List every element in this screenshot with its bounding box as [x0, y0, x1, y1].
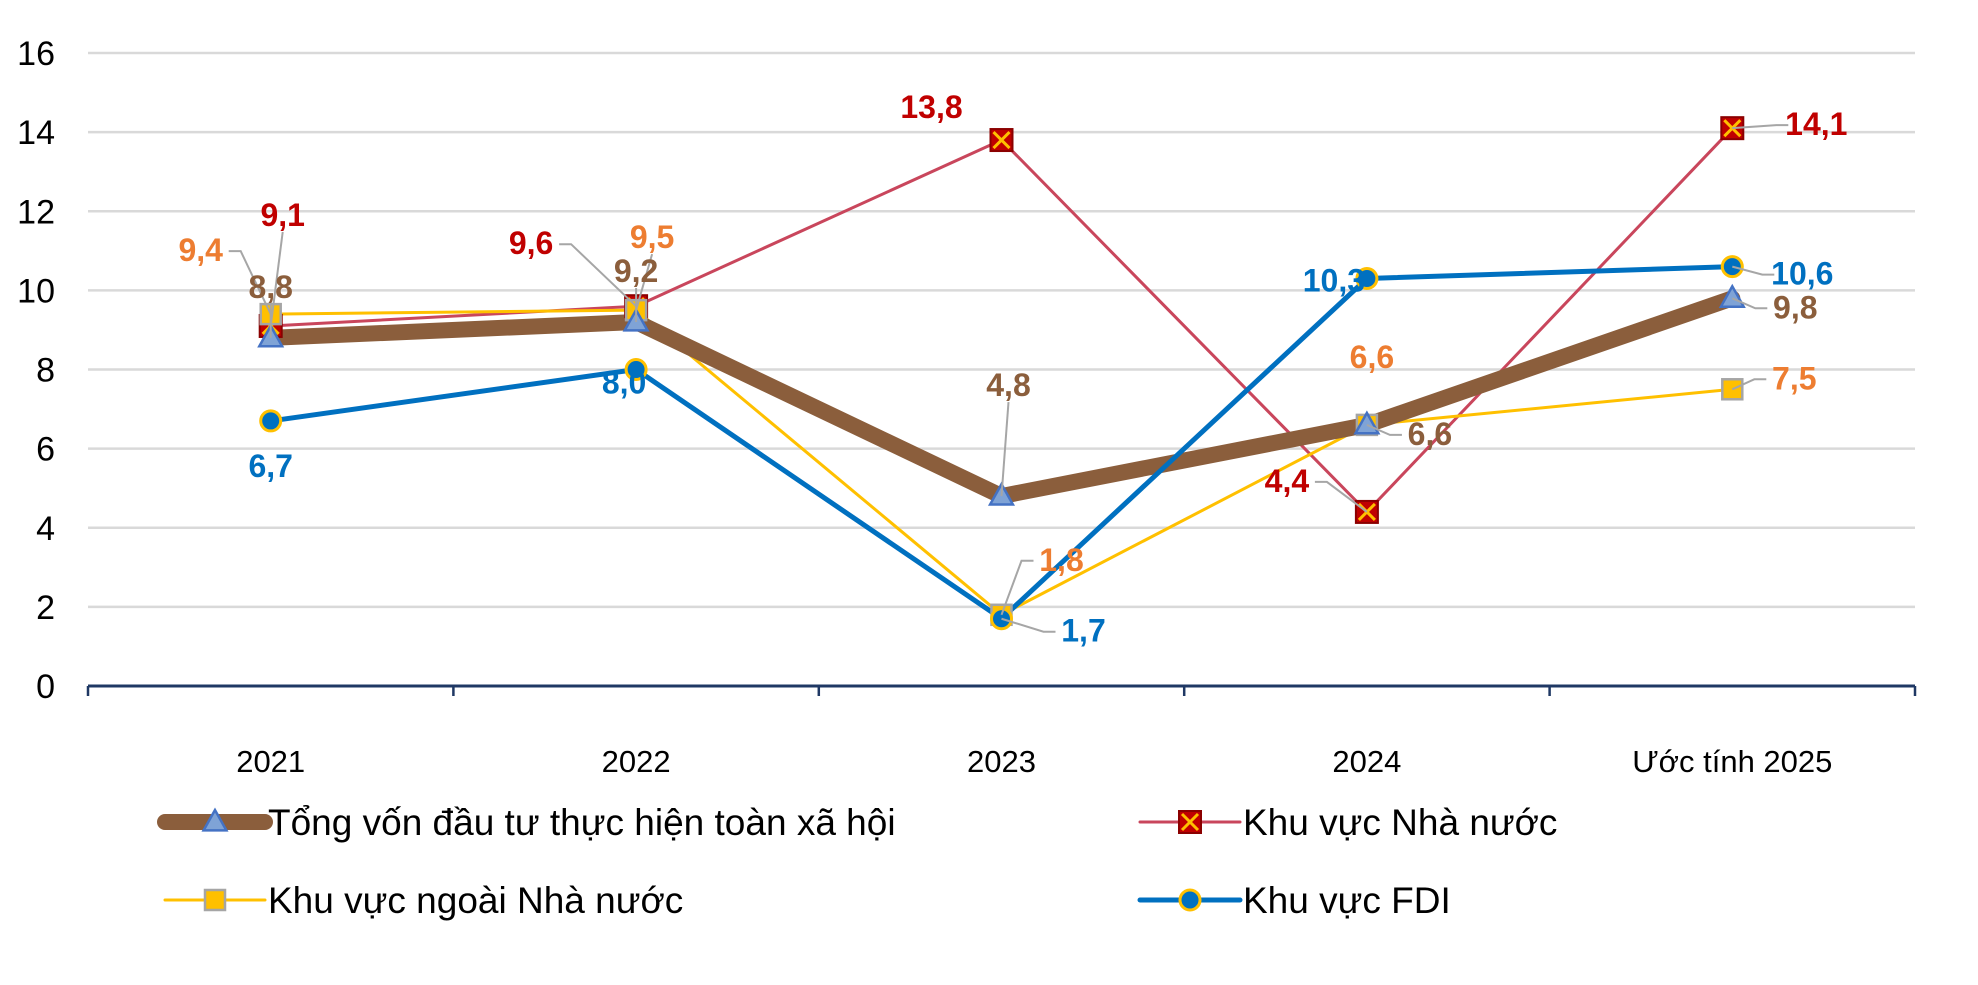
legend-marker-total [201, 807, 229, 832]
legend-item-nonstate: Khu vực ngoài Nhà nước [163, 880, 683, 921]
legend-item-fdi: Khu vực FDI [1137, 880, 1451, 921]
fdi-point-marker [624, 358, 648, 381]
total-data-label: 4,8 [986, 367, 1030, 403]
state-data-label: 4,4 [1265, 463, 1310, 499]
fdi-data-label: 10,6 [1771, 256, 1833, 292]
state-label-leader [559, 243, 637, 307]
y-tick-label: 0 [36, 668, 55, 706]
y-tick-label: 16 [17, 35, 55, 73]
nonstate-label-leader [635, 253, 654, 311]
legend-label-total: Tổng vốn đầu tư thực hiện toàn xã hội [268, 802, 896, 843]
fdi-data-label: 8,0 [602, 365, 646, 401]
nonstate-label-leader [1000, 559, 1034, 616]
nonstate-label-leader [228, 250, 272, 315]
fdi-data-label: 10,3 [1303, 263, 1365, 299]
x-tick-label: 2021 [236, 744, 305, 779]
total-label-leader [1366, 423, 1402, 436]
fdi-series-line [268, 264, 1735, 622]
nonstate-data-label: 9,5 [630, 219, 674, 255]
y-tick-label: 6 [36, 431, 55, 469]
fdi-data-label: 1,7 [1061, 613, 1105, 649]
state-data-label: 9,6 [509, 225, 553, 261]
state-label-leader [269, 231, 284, 327]
nonstate-data-label: 6,6 [1350, 339, 1394, 375]
y-tick-label: 10 [17, 272, 55, 310]
y-tick-label: 12 [17, 193, 55, 231]
state-data-label: 14,1 [1785, 106, 1847, 142]
x-axis: 2021 2022 2023 2024 Ước tính 2025 [86, 684, 1917, 779]
total-data-label: 6,6 [1408, 416, 1452, 452]
nonstate-data-label: 9,4 [178, 232, 223, 268]
total-data-label: 8,8 [248, 269, 292, 305]
total-data-label: 9,8 [1773, 289, 1817, 325]
nonstate-data-label: 1,8 [1039, 542, 1083, 578]
legend-label-nonstate: Khu vực ngoài Nhà nước [268, 880, 683, 921]
x-tick-label: 2022 [602, 744, 671, 779]
legend-item-state: Khu vực Nhà nước [1138, 802, 1557, 843]
nonstate-series-line [269, 308, 1734, 617]
y-tick-label: 8 [36, 352, 55, 390]
gridlines [88, 51, 1915, 609]
y-tick-label: 14 [17, 114, 55, 152]
legend: Tổng vốn đầu tư thực hiện toàn xã hội Khu… [157, 802, 1557, 921]
label-leader-lines [228, 124, 1789, 633]
total-label-leader [1000, 402, 1010, 497]
fdi-point-marker [1355, 267, 1379, 291]
state-label-leader [1314, 480, 1368, 513]
x-tick-label: 2023 [967, 744, 1036, 779]
x-tick-label: 2024 [1332, 744, 1401, 779]
fdi-data-label: 6,7 [248, 448, 292, 484]
fdi-point-marker [259, 409, 283, 433]
nonstate-data-label: 7,5 [1772, 360, 1816, 396]
legend-marker-fdi [1178, 888, 1202, 912]
total-label-leader [1731, 297, 1768, 310]
state-point-marker [989, 128, 1014, 153]
legend-label-fdi: Khu vực FDI [1243, 880, 1451, 921]
y-tick-label: 4 [36, 510, 55, 548]
state-label-leader [1732, 124, 1789, 130]
y-axis: 0 2 4 6 8 10 12 14 16 [17, 35, 55, 706]
legend-item-total: Tổng vốn đầu tư thực hiện toàn xã hội [157, 802, 896, 843]
legend-label-state: Khu vực Nhà nước [1243, 802, 1557, 843]
fdi-label-leader [1001, 617, 1056, 633]
data-labels: 8,8 9,2 4,8 6,6 9,8 9,1 9,6 13,8 4,4 14,1 9,4 9,5 1,… [178, 89, 1847, 649]
y-tick-label: 2 [36, 589, 55, 627]
x-tick-label: Ước tính 2025 [1632, 744, 1832, 779]
state-series-line [269, 126, 1734, 514]
legend-marker-state [1178, 810, 1202, 834]
legend-marker-nonstate [203, 888, 227, 912]
fdi-label-leader [1732, 265, 1775, 276]
state-data-label: 9,1 [260, 197, 304, 233]
nonstate-label-leader [1731, 378, 1767, 391]
state-data-label: 13,8 [900, 89, 962, 125]
total-data-label: 9,2 [614, 253, 658, 289]
